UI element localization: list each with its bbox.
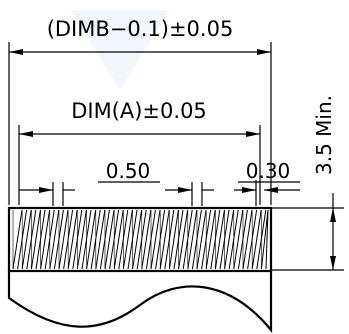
finger-hatch-line [86,209,97,270]
finger-hatch-line [214,209,225,270]
contact-width-dimension: 0.30 [234,159,300,206]
watermark-shape [70,10,170,90]
contact-span-label: DIM(A)±0.05 [71,99,207,123]
overall-width-dimension: (DIMB−0.1)±0.05 [8,17,272,205]
connector-body [7,206,273,334]
finger-hatch-line [205,209,216,270]
finger-hatch-line [260,209,269,270]
finger-hatch-line [49,209,60,270]
finger-hatch-line [21,209,32,270]
contact-area [7,206,273,273]
finger-hatch-line [168,209,179,270]
finger-hatch-line [150,209,161,270]
contact-width-label: 0.30 [246,159,291,183]
min-length-label: 3.5 Min. [312,95,336,175]
finger-hatch-line [30,209,41,270]
contact-fingers [12,209,269,270]
finger-hatch-line [141,209,152,270]
finger-hatch-line [122,209,133,270]
pitch-dimension: 0.50 [19,159,214,206]
finger-hatch-line [95,209,106,270]
finger-hatch-line [132,209,143,270]
finger-hatch-line [58,209,69,270]
finger-hatch-line [265,209,269,270]
finger-hatch-line [187,209,198,270]
body-outline [7,271,273,334]
finger-hatch-line [104,209,115,270]
min-length-dimension: 3.5 Min. [272,95,344,271]
overall-width-label: (DIMB−0.1)±0.05 [47,17,234,41]
contact-span-dimension: DIM(A)±0.05 [18,99,261,205]
finger-hatch-line [196,209,207,270]
finger-hatch-line [233,209,244,270]
finger-hatch-line [76,209,87,270]
finger-hatch-line [224,209,235,270]
pitch-label: 0.50 [106,159,151,183]
finger-hatch-line [40,209,51,270]
finger-hatch-line [67,209,78,270]
finger-hatch-line [12,209,23,270]
finger-hatch-line [242,209,253,270]
finger-hatch-line [159,209,170,270]
finger-hatch-line [251,209,262,270]
finger-hatch-line [178,209,189,270]
finger-hatch-line [113,209,124,270]
